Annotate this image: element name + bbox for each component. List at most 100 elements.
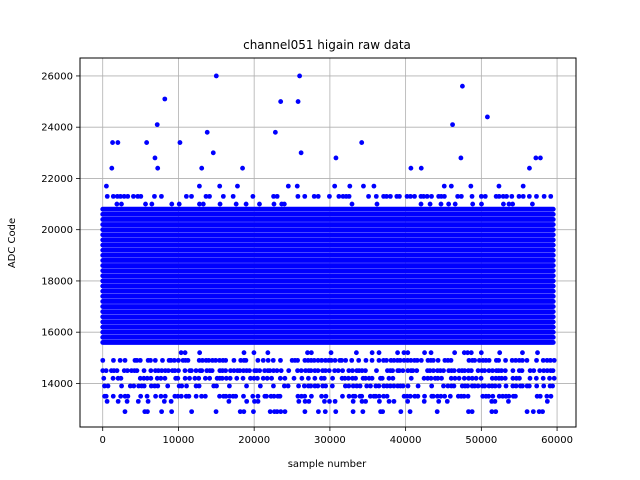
data-point	[311, 193, 317, 199]
data-point	[182, 375, 188, 381]
data-point	[148, 368, 154, 374]
dense-level-band	[100, 217, 556, 222]
data-point	[470, 201, 476, 207]
data-point	[415, 383, 421, 389]
data-point	[519, 357, 525, 363]
data-point	[301, 383, 307, 389]
data-point	[469, 375, 475, 381]
data-point	[255, 357, 261, 363]
data-point	[361, 183, 366, 189]
data-point	[353, 350, 359, 356]
data-point	[131, 193, 136, 199]
data-point	[369, 350, 375, 356]
data-point	[441, 183, 447, 189]
data-point	[346, 375, 351, 381]
dense-level-band	[100, 278, 556, 284]
data-point	[469, 409, 475, 415]
data-point	[223, 375, 229, 381]
dense-level-band	[100, 309, 556, 315]
data-point	[465, 383, 471, 389]
data-point	[503, 383, 509, 389]
data-point	[541, 193, 547, 199]
data-point	[319, 357, 325, 363]
data-point	[517, 375, 522, 381]
data-point	[179, 383, 185, 389]
dense-level-band	[100, 283, 556, 289]
data-point	[367, 393, 373, 399]
data-point	[141, 368, 147, 374]
data-point	[159, 193, 164, 199]
data-point	[233, 393, 239, 399]
outlier-point	[386, 375, 392, 381]
data-point	[335, 368, 341, 374]
data-point	[184, 383, 189, 389]
data-point	[274, 368, 280, 374]
data-point	[496, 183, 502, 189]
data-point	[363, 398, 369, 404]
data-point	[278, 357, 283, 363]
data-point	[274, 409, 280, 415]
data-point	[257, 368, 263, 374]
outlier-point	[460, 83, 465, 89]
data-point	[165, 383, 171, 389]
data-point	[418, 357, 424, 363]
data-point	[534, 383, 540, 389]
data-point	[364, 383, 370, 389]
data-point	[291, 375, 297, 381]
data-point	[264, 393, 269, 399]
data-point	[436, 398, 442, 404]
data-point	[168, 357, 174, 363]
data-point	[502, 368, 508, 374]
outlier-point	[272, 129, 278, 135]
data-point	[520, 193, 526, 199]
data-point	[438, 201, 444, 207]
data-point	[486, 393, 492, 399]
data-point	[425, 375, 431, 381]
outlier-point	[110, 140, 115, 145]
outlier-point	[144, 140, 150, 145]
data-point	[373, 193, 379, 199]
data-point	[349, 201, 355, 207]
data-point	[366, 193, 371, 199]
y-tick-label: 18000	[41, 276, 73, 287]
data-point	[103, 368, 109, 374]
data-point	[343, 357, 349, 363]
data-point	[492, 383, 498, 389]
data-point	[429, 193, 434, 199]
data-point	[104, 398, 110, 404]
data-point	[206, 357, 212, 363]
data-point	[469, 193, 475, 199]
data-point	[527, 375, 533, 381]
x-axis-ticks: 0 10000 20000 30000 40000 50000 60000	[100, 427, 573, 446]
data-point	[161, 398, 167, 404]
data-point	[122, 357, 128, 363]
data-point	[408, 193, 413, 199]
data-point	[384, 357, 389, 363]
data-point	[448, 183, 454, 189]
data-point	[226, 383, 232, 389]
data-point	[230, 193, 236, 199]
data-point	[296, 383, 301, 389]
data-point	[127, 383, 133, 389]
data-point	[315, 193, 321, 199]
data-point	[452, 201, 458, 207]
data-point	[360, 409, 366, 415]
x-tick-label: 20000	[238, 435, 270, 446]
data-point	[319, 393, 325, 399]
data-point	[332, 357, 338, 363]
data-point	[421, 398, 427, 404]
data-point	[342, 383, 348, 389]
dense-level-band	[100, 222, 556, 227]
data-point	[296, 398, 302, 404]
outlier-point	[278, 99, 284, 104]
data-point	[544, 368, 550, 374]
data-point	[510, 375, 516, 381]
data-point	[131, 383, 137, 389]
data-point	[359, 393, 365, 399]
y-tick-label: 14000	[41, 379, 73, 390]
data-point	[305, 375, 311, 381]
data-point	[376, 393, 382, 399]
data-point	[531, 368, 537, 374]
data-point	[384, 383, 390, 389]
data-point	[346, 393, 352, 399]
